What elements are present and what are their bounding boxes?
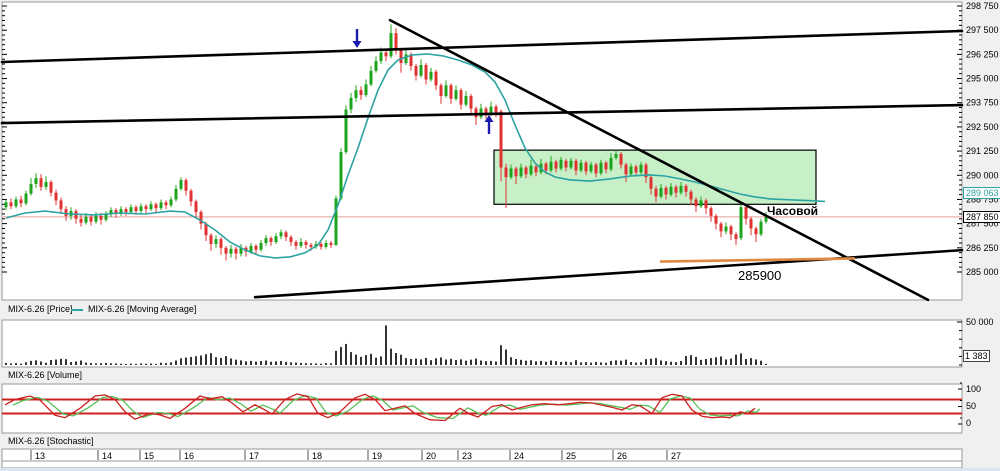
volume-axis-max-label: 50 000 xyxy=(966,317,994,327)
volume-axis xyxy=(957,321,962,366)
date-label: 23 xyxy=(462,451,472,461)
support-line xyxy=(659,257,856,263)
stoch-d-line xyxy=(12,394,761,420)
stoch-k-line xyxy=(4,393,756,422)
stochastic-panel-label: MIX-6.26 [Stochastic] xyxy=(8,436,94,446)
support-level-annotation: 285900 xyxy=(738,268,782,283)
trend-line xyxy=(388,18,930,302)
last-price-box: 287 850 xyxy=(963,211,1000,223)
trend-lines-layer xyxy=(0,18,964,302)
price-axis-label: 288 750 xyxy=(966,194,999,204)
stochastic-layer xyxy=(2,382,962,425)
date-label: 15 xyxy=(144,451,154,461)
price-axis-label: 295 000 xyxy=(966,74,999,84)
stoch-axis-50-label: 50 xyxy=(966,401,977,411)
price-axis: 298 750 297 500 296 250 295 000 293 750 292 5… xyxy=(2,1,999,277)
date-label: 24 xyxy=(514,451,524,461)
date-axis: 13 14 15 16 17 18 19 20 23 24 25 26 27 xyxy=(30,450,681,461)
trend-line xyxy=(0,29,964,64)
date-label: 19 xyxy=(372,451,382,461)
price-axis-label: 293 750 xyxy=(966,98,999,108)
date-label: 25 xyxy=(566,451,576,461)
trend-line xyxy=(0,103,964,125)
date-label: 26 xyxy=(617,451,627,461)
volume-panel-label: MIX-6.26 [Volume] xyxy=(8,370,83,380)
price-axis-label: 290 000 xyxy=(966,170,999,180)
legend-ma-label: MIX-6.26 [Moving Average] xyxy=(88,304,197,314)
date-label: 16 xyxy=(184,451,194,461)
volume-last-value-box: 1 383 xyxy=(963,350,990,362)
price-axis-label: 292 500 xyxy=(966,122,999,132)
price-axis-label: 298 750 xyxy=(966,1,999,11)
price-axis-label: 285 000 xyxy=(966,267,999,277)
date-label: 13 xyxy=(35,451,45,461)
hourly-annotation: Часовой xyxy=(767,204,819,218)
price-axis-label: 291 250 xyxy=(966,146,999,156)
date-label: 14 xyxy=(102,451,112,461)
price-axis-label: 296 250 xyxy=(966,49,999,59)
price-axis-label: 287 500 xyxy=(966,219,999,229)
price-axis-label: 286 250 xyxy=(966,243,999,253)
panel-frames xyxy=(1,1,963,469)
ma-legend-swatch xyxy=(71,309,83,311)
stoch-axis-0-label: 0 xyxy=(966,418,972,428)
stoch-axis-100-label: 100 xyxy=(966,384,982,394)
ma-current-value-box: 289 063 xyxy=(963,187,1000,199)
date-label: 18 xyxy=(312,451,322,461)
window-bottom-strip xyxy=(0,468,1000,471)
price-axis-label: 297 500 xyxy=(966,25,999,35)
date-label: 20 xyxy=(426,451,436,461)
ma-layer xyxy=(5,53,826,259)
date-label: 17 xyxy=(249,451,259,461)
volume-bars-layer xyxy=(5,325,767,365)
moving-average-line xyxy=(5,53,826,259)
arrow-annotations xyxy=(352,29,494,134)
date-label: 27 xyxy=(671,451,681,461)
legend-price-label: MIX-6.26 [Price] xyxy=(8,304,73,314)
